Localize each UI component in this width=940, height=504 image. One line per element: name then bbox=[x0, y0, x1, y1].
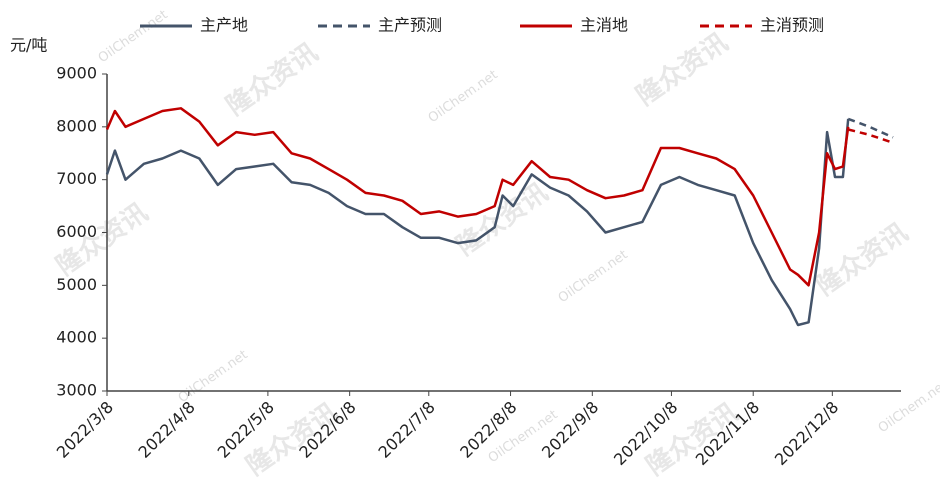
y-axis-label: 元/吨 bbox=[10, 36, 47, 55]
y-tick-label: 3000 bbox=[56, 381, 97, 400]
legend-label: 主产地 bbox=[200, 16, 248, 35]
watermark: 隆众资讯 bbox=[451, 178, 553, 262]
series-line bbox=[847, 128, 894, 144]
watermark: OilChem.net bbox=[876, 377, 940, 436]
watermark: OilChem.net bbox=[426, 67, 501, 126]
y-tick-label: 8000 bbox=[56, 116, 97, 135]
series-line bbox=[847, 117, 894, 139]
watermark: OilChem.net bbox=[96, 7, 171, 66]
watermark: 隆众资讯 bbox=[631, 28, 733, 112]
x-tick-label: 2022/3/8 bbox=[53, 398, 117, 462]
watermark: OilChem.net bbox=[556, 247, 631, 306]
watermark: 隆众资讯 bbox=[811, 218, 913, 302]
legend-label: 主消地 bbox=[580, 16, 628, 35]
legend-label: 主产预测 bbox=[378, 16, 442, 35]
series-line bbox=[105, 118, 850, 327]
watermark: OilChem.net bbox=[176, 347, 251, 406]
series-line bbox=[105, 107, 850, 287]
y-tick-label: 6000 bbox=[56, 222, 97, 241]
x-tick-label: 2022/7/8 bbox=[375, 398, 439, 462]
y-tick-label: 7000 bbox=[56, 169, 97, 188]
x-tick-label: 2022/4/8 bbox=[135, 398, 199, 462]
legend-label: 主消预测 bbox=[760, 16, 824, 35]
x-tick-label: 2022/12/8 bbox=[771, 398, 842, 469]
y-tick-label: 5000 bbox=[56, 275, 97, 294]
y-tick-label: 9000 bbox=[56, 64, 97, 83]
y-tick-label: 4000 bbox=[56, 328, 97, 347]
watermark: 隆众资讯 bbox=[221, 38, 323, 122]
x-tick-label: 2022/9/8 bbox=[538, 398, 602, 462]
